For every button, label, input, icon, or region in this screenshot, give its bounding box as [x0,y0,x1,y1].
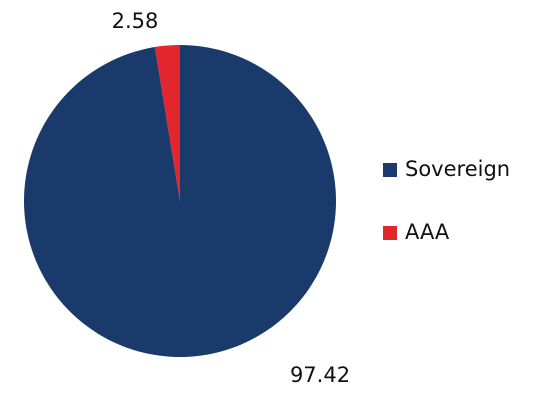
legend-swatch [383,226,397,240]
legend-label: AAA [405,220,450,244]
legend-label: Sovereign [405,157,510,181]
pie-slice [154,45,180,201]
data-label: 97.42 [290,363,350,387]
pie-slice [23,45,336,357]
data-label: 2.58 [112,9,159,33]
legend-swatch [383,163,397,177]
